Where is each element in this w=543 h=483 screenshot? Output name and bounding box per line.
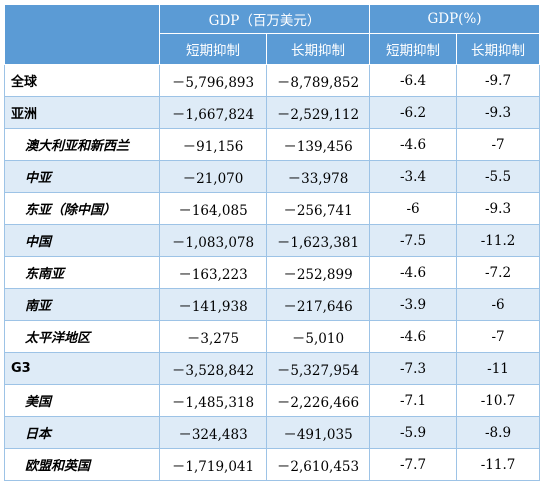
gdp-pct-long-term-cell: -11	[456, 352, 541, 385]
gdp-table-container: GDP（百万美元） GDP(%) 短期抑制 长期抑制 短期抑制 长期抑制 全球－…	[4, 4, 541, 481]
gdp-pct-short-term-cell: -3.4	[369, 160, 458, 193]
table-row: 中亚 －21,070 －33,978 -3.4 -5.5	[4, 160, 541, 193]
gdp-pct-long-term-cell: -9.3	[456, 96, 541, 129]
gdp-usd-long-term-cell: －256,741	[265, 192, 371, 225]
gdp-pct-short-term-cell: -6.2	[369, 96, 458, 129]
region-label-cell: 美国	[4, 384, 160, 417]
header-short-term-pct: 短期抑制	[369, 33, 458, 65]
gdp-usd-long-term-cell: －5,010	[265, 320, 371, 353]
region-label-cell: G3	[4, 352, 160, 385]
table-row: 美国 －1,485,318 －2,226,466 -7.1 -10.7	[4, 384, 541, 417]
gdp-usd-long-term-cell: －1,623,381	[265, 224, 371, 257]
region-label-cell: 澳大利亚和新西兰	[4, 128, 160, 161]
region-label-cell: 欧盟和英国	[4, 448, 160, 481]
gdp-pct-long-term-cell: -7.2	[456, 256, 541, 289]
region-label-cell: 亚洲	[4, 96, 160, 129]
gdp-pct-long-term-cell: -9.7	[456, 64, 541, 97]
region-label-cell: 南亚	[4, 288, 160, 321]
gdp-pct-short-term-cell: -6	[369, 192, 458, 225]
gdp-usd-short-term-cell: －1,667,824	[159, 96, 267, 129]
gdp-usd-long-term-cell: －8,789,852	[265, 64, 371, 97]
gdp-pct-long-term-cell: -11.7	[456, 448, 541, 481]
region-label-cell: 中国	[4, 224, 160, 257]
gdp-usd-long-term-cell: －5,327,954	[265, 352, 371, 385]
gdp-usd-long-term-cell: －217,646	[265, 288, 371, 321]
table-row: 欧盟和英国 －1,719,041 －2,610,453 -7.7 -11.7	[4, 448, 541, 481]
table-body: 全球 －5,796,893 －8,789,852 -6.4 -9.7 亚洲 －1,667,8…	[4, 64, 541, 481]
gdp-impact-table: GDP（百万美元） GDP(%) 短期抑制 长期抑制 短期抑制 长期抑制 全球－…	[4, 4, 541, 481]
header-long-term-pct: 长期抑制	[456, 33, 541, 65]
gdp-usd-short-term-cell: －1,719,041	[159, 448, 267, 481]
gdp-pct-long-term-cell: -10.7	[456, 384, 541, 417]
table-row: G3 －3,528,842 －5,327,954 -7.3 -11	[4, 352, 541, 385]
region-label-cell: 太平洋地区	[4, 320, 160, 353]
gdp-pct-long-term-cell: -8.9	[456, 416, 541, 449]
region-label-cell: 中亚	[4, 160, 160, 193]
gdp-usd-long-term-cell: －2,610,453	[265, 448, 371, 481]
header-short-term-usd: 短期抑制	[159, 33, 267, 65]
header-group-gdp-usd: GDP（百万美元）	[158, 4, 371, 34]
gdp-usd-long-term-cell: －139,456	[265, 128, 371, 161]
gdp-usd-short-term-cell: －3,275	[159, 320, 267, 353]
gdp-pct-short-term-cell: -7.5	[369, 224, 458, 257]
gdp-usd-long-term-cell: －252,899	[265, 256, 371, 289]
gdp-pct-short-term-cell: -5.9	[369, 416, 458, 449]
gdp-usd-short-term-cell: －1,083,078	[159, 224, 267, 257]
gdp-usd-long-term-cell: －33,978	[265, 160, 371, 193]
gdp-usd-short-term-cell: －1,485,318	[159, 384, 267, 417]
gdp-pct-long-term-cell: -5.5	[456, 160, 541, 193]
gdp-pct-short-term-cell: -4.6	[369, 256, 458, 289]
table-row: 中国 －1,083,078 －1,623,381 -7.5 -11.2	[4, 224, 541, 257]
table-row: 南亚 －141,938 －217,646 -3.9 -6	[4, 288, 541, 321]
header-corner-cell	[4, 4, 160, 65]
region-label-cell: 东南亚	[4, 256, 160, 289]
gdp-pct-short-term-cell: -6.4	[369, 64, 458, 97]
gdp-usd-short-term-cell: －3,528,842	[159, 352, 267, 385]
gdp-pct-long-term-cell: -6	[456, 288, 541, 321]
region-label-cell: 东亚（除中国）	[4, 192, 160, 225]
gdp-usd-short-term-cell: －141,938	[159, 288, 267, 321]
gdp-usd-long-term-cell: －2,226,466	[265, 384, 371, 417]
gdp-usd-short-term-cell: －21,070	[159, 160, 267, 193]
gdp-usd-short-term-cell: －163,223	[159, 256, 267, 289]
gdp-pct-short-term-cell: -7.7	[369, 448, 458, 481]
gdp-pct-short-term-cell: -7.3	[369, 352, 458, 385]
gdp-pct-short-term-cell: -3.9	[369, 288, 458, 321]
gdp-usd-short-term-cell: －5,796,893	[159, 64, 267, 97]
gdp-usd-long-term-cell: －2,529,112	[265, 96, 371, 129]
gdp-usd-long-term-cell: －491,035	[265, 416, 371, 449]
gdp-pct-long-term-cell: -9.3	[456, 192, 541, 225]
gdp-pct-short-term-cell: -4.6	[369, 320, 458, 353]
region-label-cell: 全球	[4, 64, 160, 97]
region-label-cell: 日本	[4, 416, 160, 449]
header-group-gdp-pct: GDP(%)	[369, 4, 541, 34]
gdp-usd-short-term-cell: －91,156	[159, 128, 267, 161]
gdp-pct-long-term-cell: -11.2	[456, 224, 541, 257]
table-row: 东南亚 －163,223 －252,899 -4.6 -7.2	[4, 256, 541, 289]
table-row: 日本 －324,483 －491,035 -5.9 -8.9	[4, 416, 541, 449]
header-long-term-usd: 长期抑制	[265, 33, 371, 65]
table-row: 太平洋地区 －3,275 －5,010 -4.6 -7	[4, 320, 541, 353]
table-row: 澳大利亚和新西兰 －91,156 －139,456 -4.6 -7	[4, 128, 541, 161]
gdp-usd-short-term-cell: －164,085	[159, 192, 267, 225]
gdp-usd-short-term-cell: －324,483	[159, 416, 267, 449]
table-row: 亚洲 －1,667,824 －2,529,112 -6.2 -9.3	[4, 96, 541, 129]
gdp-pct-long-term-cell: -7	[456, 320, 541, 353]
table-row: 全球 －5,796,893 －8,789,852 -6.4 -9.7	[4, 64, 541, 97]
gdp-pct-short-term-cell: -4.6	[369, 128, 458, 161]
gdp-pct-long-term-cell: -7	[456, 128, 541, 161]
table-header: GDP（百万美元） GDP(%) 短期抑制 长期抑制 短期抑制 长期抑制	[4, 4, 541, 65]
gdp-pct-short-term-cell: -7.1	[369, 384, 458, 417]
table-row: 东亚（除中国） －164,085 －256,741 -6 -9.3	[4, 192, 541, 225]
